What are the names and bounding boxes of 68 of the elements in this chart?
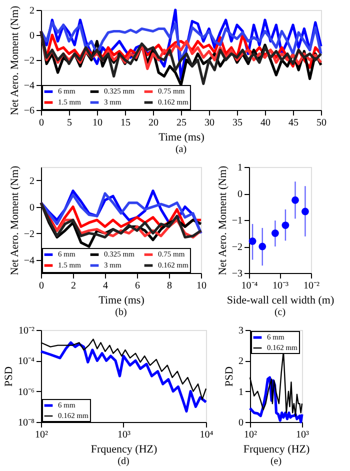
y-tick-label: −4: [24, 80, 34, 92]
text: (e): [270, 456, 282, 467]
x-axis-title: Frquency (HZ): [90, 444, 158, 456]
text: (b): [115, 307, 127, 318]
line-series: [40, 21, 322, 62]
x-tick-label: 45: [288, 118, 298, 128]
x-tick-label: 10⁴: [200, 430, 214, 440]
y-tick-label: 1: [238, 162, 242, 174]
y-tick-label: −2: [232, 242, 242, 253]
y-tick-label: 10⁻⁴: [18, 356, 35, 368]
x-tick-label: 0: [39, 280, 44, 292]
y-axis-title: PSD: [224, 366, 236, 387]
x-axis-title: Time (ms): [98, 294, 145, 306]
x-tick-label: 0: [39, 118, 44, 128]
y-tick-label: 3: [238, 326, 244, 336]
x-tick-label: 35: [232, 118, 242, 128]
x-tick-label: 30: [204, 118, 214, 128]
x-tick-label: 10³: [118, 430, 130, 440]
y-tick-label: −2: [24, 56, 34, 66]
x-tick-label: 8: [167, 280, 172, 292]
y-tick-label: 0: [238, 418, 244, 428]
y-tick-label: 2: [30, 6, 34, 16]
y-tick-label: 2: [238, 356, 244, 368]
x-axis-title: Frquency (HZ): [243, 444, 310, 456]
y-tick-label: −4: [24, 255, 34, 266]
text: (a): [175, 144, 187, 155]
y-axis-title: Net Aero. Moment (Nm): [8, 165, 21, 276]
x-tick-label: 25: [176, 118, 186, 128]
x-axis-title: Side-wall cell width (m): [226, 294, 334, 306]
x-tick-label: 10: [196, 280, 206, 292]
y-axis-title: Net Aero. Moment (Nm): [8, 5, 21, 116]
x-tick-label: 4: [103, 280, 108, 292]
text: (c): [274, 307, 286, 318]
y-tick-label: 0: [238, 189, 242, 200]
x-tick-label: 10²: [35, 430, 48, 440]
x-tick-label: 10⁻²: [304, 280, 320, 292]
point: [292, 196, 299, 204]
y-axis-title: Net Aero. Moment (Nm): [216, 165, 229, 276]
y-axis-title: PSD: [3, 366, 16, 387]
x-tick-label: 10²: [244, 430, 257, 440]
y-tick-label: −2: [24, 228, 34, 240]
point: [271, 230, 279, 237]
y-tick-label: 10⁻⁶: [18, 386, 35, 398]
x-tick-label: 15: [120, 118, 130, 128]
y-tick-label: −1: [232, 216, 242, 226]
x-tick-label: 50: [316, 118, 326, 128]
x-tick-label: 6: [135, 280, 140, 292]
x-tick-label: 40: [260, 118, 270, 128]
x-tick-label: 2: [71, 280, 76, 292]
point: [248, 238, 256, 245]
y-tick-label: 0: [30, 202, 34, 214]
y-tick-label: −6: [24, 106, 34, 116]
x-tick-label: 10: [92, 118, 102, 128]
x-tick-label: 5: [67, 118, 72, 128]
y-tick-label: 2: [30, 176, 34, 187]
point: [282, 222, 290, 229]
x-tick-label: 20: [148, 118, 158, 128]
y-tick-label: 1: [238, 386, 244, 398]
y-tick-label: 10⁻⁸: [18, 418, 35, 428]
x-axis-title: Time (ms): [158, 132, 205, 144]
x-tick-label: 10⁻³: [272, 280, 288, 292]
x-tick-label: 10³: [296, 430, 309, 440]
y-tick-label: 10⁻²: [18, 326, 34, 336]
y-tick-label: −3: [232, 268, 242, 280]
text: (d): [118, 456, 130, 467]
point: [301, 208, 309, 216]
point: [258, 242, 266, 250]
y-tick-label: 0: [30, 30, 34, 42]
